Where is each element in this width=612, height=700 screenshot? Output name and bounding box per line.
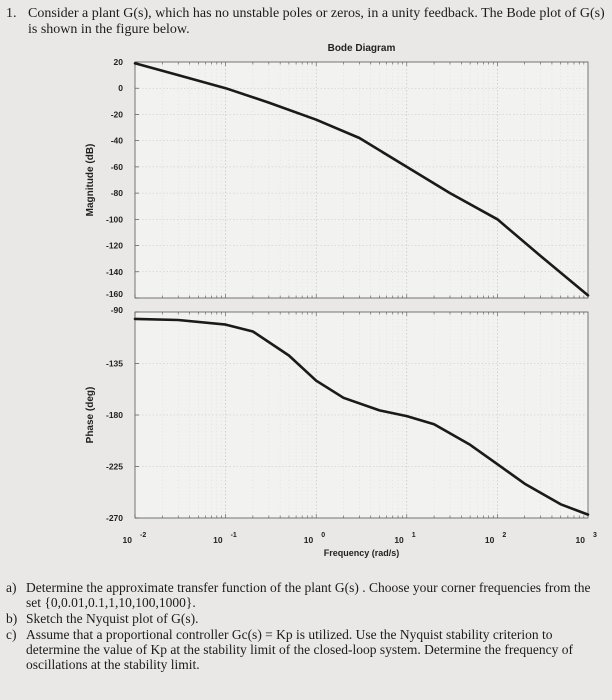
problem-line-1: Consider a plant G(s), which has no unst… [28,6,605,21]
magnitude-y-tick-label-2: -20 [111,109,124,119]
x-tick-exponent: 3 [593,532,597,539]
question-a-label: a) [6,580,17,595]
chart-title: Bode Diagram [328,43,396,54]
magnitude-y-tick-label-9: -160 [106,289,123,299]
x-tick-base: 10 [485,535,495,545]
phase-y-tick-label-1: -135 [106,359,123,369]
magnitude-y-tick-label-1: 0 [118,83,123,93]
phase-plot-area [134,311,589,519]
question-b: b) Sketch the Nyquist plot of G(s). [6,611,606,626]
magnitude-plot-area [134,61,589,299]
x-axis-label: Frequency (rad/s) [324,548,400,558]
x-tick-label-1: 10 -1 [213,532,237,545]
problem-line-2: is shown in the figure below. [28,22,190,37]
x-tick-label-3: 10 1 [394,532,415,545]
magnitude-y-tick-label-8: -140 [106,267,123,277]
magnitude-curve [133,62,590,297]
phase-y-tick-label-0: -90 [111,305,124,315]
magnitude-y-axis-label: Magnitude (dB) [85,144,96,217]
x-tick-base: 10 [576,535,586,545]
phase-curve [133,317,590,516]
phase-y-tick-label-4: -270 [106,513,123,523]
x-tick-base: 10 [213,535,223,545]
magnitude-y-tick-label-7: -120 [106,241,123,251]
question-c-label: c) [6,627,17,642]
magnitude-y-tick-label-4: -60 [111,162,124,172]
x-tick-label-5: 10 3 [576,532,597,545]
x-tick-exponent: -2 [140,532,146,539]
question-c-text: Assume that a proportional controller Gc… [26,627,573,672]
x-tick-label-0: 10 -2 [123,532,147,545]
magnitude-y-tick-label-3: -40 [111,136,124,146]
x-tick-exponent: -1 [231,532,237,539]
problem-statement: 1. Consider a plant G(s), which has no un… [6,6,605,38]
phase-y-axis-label: Phase (deg) [85,387,96,444]
x-tick-exponent: 1 [412,532,416,539]
x-tick-base: 10 [304,535,314,545]
x-tick-base: 10 [123,535,133,545]
magnitude-y-tick-label-5: -80 [111,188,124,198]
question-a: a) Determine the approximate transfer fu… [6,580,606,610]
x-tick-label-4: 10 2 [485,532,506,545]
question-b-label: b) [6,611,18,626]
x-tick-base: 10 [394,535,404,545]
magnitude-y-tick-label-6: -100 [106,214,123,224]
question-b-text: Sketch the Nyquist plot of G(s). [26,611,199,626]
bode-diagram: Bode Diagram200-20-40-60-80-100-120-140-… [85,43,597,558]
x-tick-exponent: 2 [502,532,506,539]
x-tick-exponent: 0 [321,532,325,539]
phase-y-tick-label-2: -180 [106,410,123,420]
phase-y-tick-label-3: -225 [106,462,123,472]
question-list: a) Determine the approximate transfer fu… [6,580,606,673]
magnitude-y-tick-label-0: 20 [114,57,124,67]
x-tick-label-2: 10 0 [304,532,325,545]
problem-number: 1. [6,6,17,21]
bode-figure: Bode Diagram 20 0 -20 -40 -60 -80 -100 -120 -140-… [85,43,597,558]
question-a-text: Determine the approximate transfer funct… [26,580,591,610]
question-c: c) Assume that a proportional controller… [6,627,606,672]
